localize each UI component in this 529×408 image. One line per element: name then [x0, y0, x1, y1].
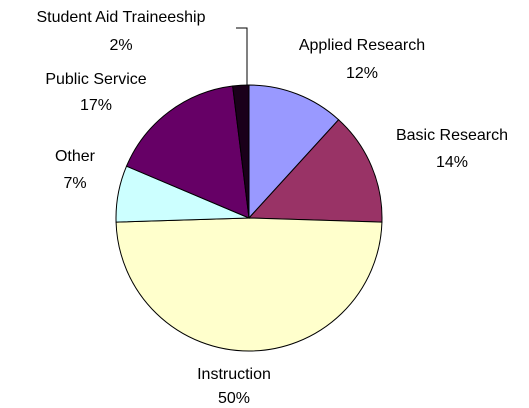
slice-value-label: 7% [63, 175, 86, 192]
pie-slice [115, 217, 383, 352]
slice-value-label: 12% [346, 65, 378, 82]
slice-label: Public Service [45, 71, 146, 88]
slice-label: Student Aid Traineeship [36, 9, 205, 26]
pie-slice [125, 85, 250, 219]
pie-slice [248, 84, 340, 220]
slice-label: Applied Research [299, 37, 425, 54]
pie-slice [247, 119, 383, 223]
slice-label: Instruction [197, 366, 271, 383]
slice-value-label: 2% [109, 37, 132, 54]
slice-label: Other [55, 148, 96, 165]
slice-value-label: 17% [80, 97, 112, 114]
slice-value-label: 50% [218, 390, 250, 407]
slice-label: Basic Research [396, 127, 508, 144]
leader-line [236, 27, 248, 86]
slice-value-label: 14% [436, 154, 468, 171]
pie-slice [232, 84, 250, 219]
